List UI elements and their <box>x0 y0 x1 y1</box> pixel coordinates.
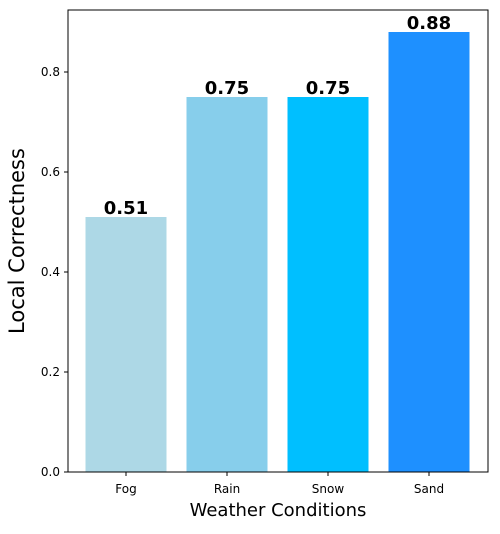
bar-sand <box>388 32 470 472</box>
x-tick-label-fog: Fog <box>115 482 136 496</box>
x-tick-label-sand: Sand <box>414 482 444 496</box>
bar-fog <box>85 217 167 472</box>
y-tick-label: 0.2 <box>41 365 60 379</box>
y-tick-label: 0.6 <box>41 165 60 179</box>
x-tick-label-rain: Rain <box>214 482 240 496</box>
plot-frame <box>67 9 489 473</box>
value-label-sand: 0.88 <box>407 13 451 34</box>
bars-layer <box>85 32 470 472</box>
y-tick-label: 0.8 <box>41 65 60 79</box>
y-tick-label: 0.4 <box>41 265 60 279</box>
bar-rain <box>186 97 268 472</box>
bar-snow <box>287 97 369 472</box>
value-labels-layer: 0.51 0.75 0.75 0.88 <box>104 13 451 219</box>
x-axis-ticks: Fog Rain Snow Sand <box>115 472 444 496</box>
x-axis-label: Weather Conditions <box>190 500 367 521</box>
y-axis-label: Local Correctness <box>5 148 29 334</box>
x-tick-label-snow: Snow <box>312 482 345 496</box>
value-label-fog: 0.51 <box>104 198 148 219</box>
y-axis-ticks: 0.0 0.2 0.4 0.6 0.8 <box>41 65 68 479</box>
value-label-rain: 0.75 <box>205 78 249 99</box>
value-label-snow: 0.75 <box>306 78 350 99</box>
y-tick-label: 0.0 <box>41 465 60 479</box>
